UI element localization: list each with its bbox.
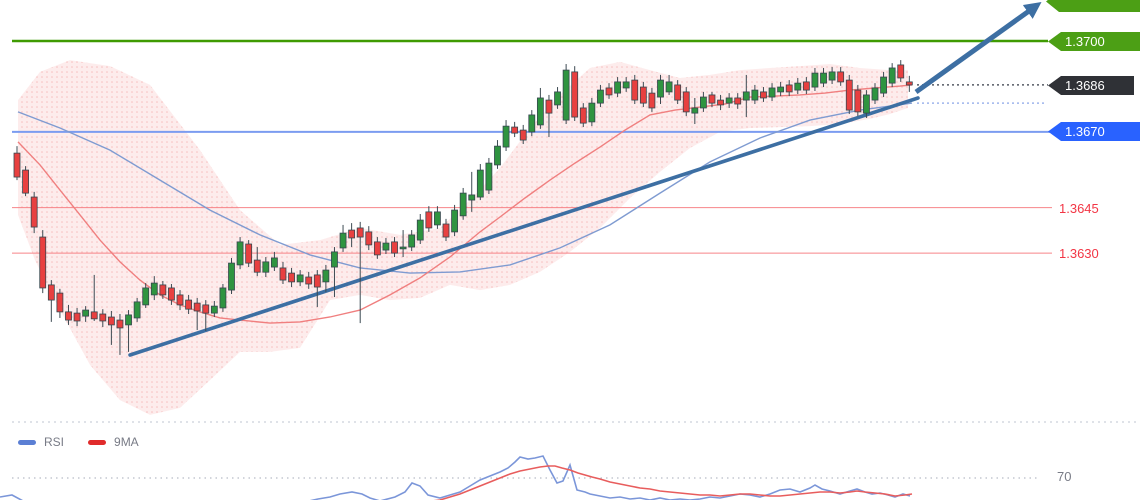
price-label-1-3630: 1.3630 — [1059, 246, 1099, 261]
price-badge-last-price-1-3686: 1.3686 — [1048, 76, 1134, 95]
rsi-series-chip — [18, 439, 36, 445]
rsi-level-70-label: 70 — [1057, 469, 1072, 484]
rsi-ma-series-chip — [88, 439, 107, 445]
rsi-legend-label[interactable]: RSI — [44, 435, 65, 449]
price-badge-support-1-3670: 1.3670 — [1048, 122, 1140, 141]
price-label-1-3645: 1.3645 — [1059, 201, 1099, 216]
price-badge-partial-top — [1046, 0, 1140, 12]
price-badge-resistance-1-3700: 1.3700 — [1048, 32, 1140, 51]
rsi-ma-legend-label[interactable]: 9MA — [114, 435, 139, 449]
rsi-legend: RSI 9MA — [18, 435, 139, 449]
